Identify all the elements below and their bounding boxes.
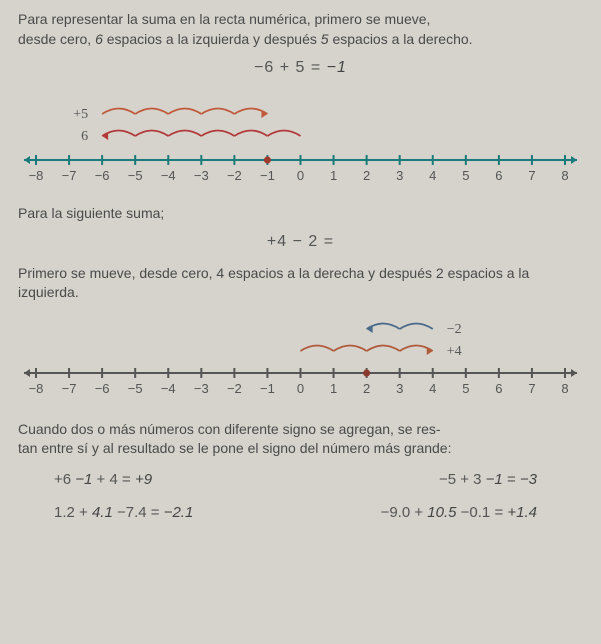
r1l-h2: +9 (135, 471, 152, 488)
svg-text:+4: +4 (447, 344, 462, 359)
svg-text:1: 1 (330, 381, 337, 396)
r2l-h2: −2.1 (164, 504, 194, 521)
svg-text:2: 2 (363, 381, 370, 396)
svg-text:8: 8 (561, 381, 568, 396)
r2l-h1: 4.1 (92, 504, 113, 521)
r1r-a: −5 + 3 (439, 471, 486, 488)
svg-text:−5: −5 (128, 381, 143, 396)
intro-hand1: 6 (95, 31, 103, 47)
para4b: tan entre sí y al resultado se le pone e… (18, 440, 451, 456)
intro-line2b: espacios a la izquierda y después (103, 31, 321, 47)
r1l-a: +6 (54, 471, 75, 488)
intro-hand2: 5 (321, 31, 329, 47)
r1r-m: = (503, 471, 520, 488)
svg-text:−2: −2 (227, 168, 242, 183)
svg-text:−2: −2 (227, 381, 242, 396)
para-3: Primero se mueve, desde cero, 4 espacios… (18, 264, 583, 303)
eq2-lhs: +4 − 2 = (267, 233, 334, 250)
eq-row-1: +6 −1 + 4 = +9 −5 + 3 −1 = −3 (34, 469, 567, 490)
svg-text:−6: −6 (95, 381, 110, 396)
r1l-m: + 4 = (92, 471, 135, 488)
intro-paragraph: Para representar la suma en la recta num… (18, 10, 583, 49)
svg-text:+5: +5 (73, 107, 88, 122)
svg-text:7: 7 (528, 381, 535, 396)
eq1-ans: −1 (327, 59, 347, 76)
para4a: Cuando dos o más números con diferente s… (18, 421, 441, 437)
numberline-1-svg: 6 +5 −8 −7 −6 −5 −4 −3 −2 −1 0 1 2 3 4 5 6 7 8 (18, 90, 583, 190)
para-4: Cuando dos o más números con diferente s… (18, 420, 583, 459)
svg-text:−4: −4 (161, 381, 176, 396)
eq-row2-right: −9.0 + 10.5 −0.1 = +1.4 (296, 502, 568, 523)
r2r-h2: +1.4 (507, 504, 537, 521)
svg-text:−5: −5 (128, 168, 143, 183)
r2r-m: −0.1 = (457, 504, 508, 521)
svg-text:−8: −8 (29, 168, 44, 183)
r2r-a: −9.0 + (381, 504, 428, 521)
svg-text:0: 0 (297, 168, 304, 183)
svg-text:4: 4 (429, 168, 436, 183)
svg-text:−7: −7 (62, 381, 77, 396)
svg-text:6: 6 (495, 381, 502, 396)
svg-text:−3: −3 (194, 381, 209, 396)
r2l-m: −7.4 = (113, 504, 164, 521)
svg-text:7: 7 (528, 168, 535, 183)
svg-text:3: 3 (396, 168, 403, 183)
equation-2: +4 − 2 = (18, 231, 583, 253)
r2l-a: 1.2 + (54, 504, 92, 521)
svg-text:6: 6 (81, 129, 88, 144)
equation-1: −6 + 5 = −1 (18, 57, 583, 79)
intro-line1: Para representar la suma en la recta num… (18, 11, 430, 27)
numberline-1: 6 +5 −8 −7 −6 −5 −4 −3 −2 −1 0 1 2 3 4 5 6 7 8 (18, 90, 583, 190)
r1r-h2: −3 (520, 471, 537, 488)
svg-text:−4: −4 (161, 168, 176, 183)
svg-text:6: 6 (495, 168, 502, 183)
svg-text:2: 2 (363, 168, 370, 183)
svg-text:−2: −2 (447, 322, 462, 337)
svg-text:−6: −6 (95, 168, 110, 183)
eq-row1-right: −5 + 3 −1 = −3 (296, 469, 568, 490)
para-2: Para la siguiente suma; (18, 204, 583, 224)
eq-row1-left: +6 −1 + 4 = +9 (34, 469, 296, 490)
svg-text:8: 8 (561, 168, 568, 183)
numberline-2: +4 −2 −8 −7 −6 −5 −4 −3 −2 −1 0 1 2 3 4 5 6 7 8 (18, 311, 583, 406)
r1r-h1: −1 (486, 471, 503, 488)
svg-text:0: 0 (297, 381, 304, 396)
svg-text:−1: −1 (260, 381, 275, 396)
intro-line2a: desde cero, (18, 31, 95, 47)
eq1-lhs: −6 + 5 = (254, 59, 327, 76)
numberline-2-svg: +4 −2 −8 −7 −6 −5 −4 −3 −2 −1 0 1 2 3 4 5 6 7 8 (18, 311, 583, 406)
r2r-h1: 10.5 (427, 504, 456, 521)
svg-text:5: 5 (462, 381, 469, 396)
svg-text:−7: −7 (62, 168, 77, 183)
svg-text:5: 5 (462, 168, 469, 183)
svg-text:−3: −3 (194, 168, 209, 183)
svg-text:−8: −8 (29, 381, 44, 396)
svg-text:1: 1 (330, 168, 337, 183)
svg-text:3: 3 (396, 381, 403, 396)
r1l-h1: −1 (75, 471, 92, 488)
svg-text:4: 4 (429, 381, 436, 396)
eq-row-2: 1.2 + 4.1 −7.4 = −2.1 −9.0 + 10.5 −0.1 =… (34, 502, 567, 523)
eq-row2-left: 1.2 + 4.1 −7.4 = −2.1 (34, 502, 296, 523)
svg-text:−1: −1 (260, 168, 275, 183)
intro-line2c: espacios a la derecho. (329, 31, 473, 47)
